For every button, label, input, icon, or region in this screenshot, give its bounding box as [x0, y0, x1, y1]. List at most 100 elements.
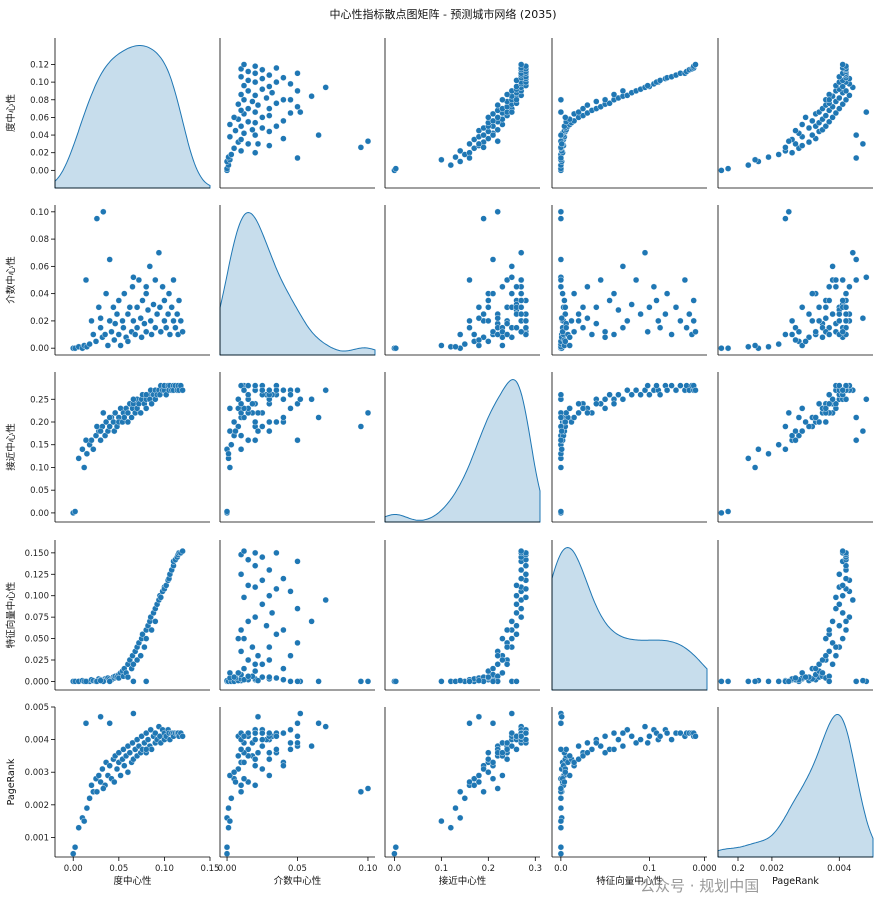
scatter-point: [137, 315, 144, 322]
scatter-point: [244, 656, 252, 664]
y-tick-label: 0.06: [30, 262, 49, 272]
scatter-point: [566, 405, 573, 412]
scatter-point: [494, 137, 501, 145]
scatter-point: [802, 114, 809, 121]
scatter-point: [251, 108, 259, 116]
scatter-point: [268, 609, 276, 617]
scatter-point: [663, 290, 671, 297]
scatter-point: [558, 427, 565, 435]
scatter-point: [513, 622, 520, 629]
scatter-point: [80, 817, 88, 825]
scatter-point: [563, 324, 570, 331]
scatter-point: [259, 553, 266, 561]
scatter-point: [718, 678, 725, 685]
scatter-point: [251, 131, 259, 139]
scatter-point: [668, 331, 675, 338]
scatter-point: [120, 324, 127, 331]
y-tick-label: 0.001: [25, 833, 49, 843]
scatter-point: [88, 317, 95, 325]
scatter-point: [832, 605, 840, 612]
scatter-point: [485, 297, 492, 304]
scatter-point: [842, 290, 850, 297]
scatter-point: [223, 850, 231, 857]
scatter-point: [315, 678, 322, 685]
scatter-point: [120, 746, 127, 753]
y-tick-label: 0.10: [30, 78, 49, 88]
x-tick-label: 0.00: [64, 864, 83, 874]
scatter-point: [557, 464, 565, 471]
scatter-point: [124, 742, 132, 750]
scatter-point: [513, 631, 520, 638]
scatter-point: [392, 844, 399, 851]
scatter-point: [822, 315, 829, 322]
scatter-point: [280, 117, 287, 125]
scatter-point: [480, 765, 487, 773]
y-tick-label: 0.004: [25, 736, 49, 746]
scatter-point: [802, 673, 809, 681]
scatter-point: [251, 782, 259, 789]
scatter-point: [692, 328, 699, 335]
scatter-point: [294, 558, 301, 565]
scatter-point: [240, 635, 248, 642]
scatter-point: [842, 87, 850, 95]
scatter-point: [853, 131, 860, 139]
scatter-point: [471, 331, 478, 338]
scatter-point: [251, 78, 259, 86]
scatter-point: [718, 167, 725, 174]
scatter-point: [724, 678, 732, 685]
x-tick-label: 0.10: [358, 864, 377, 874]
y-tick-label: 0.00: [30, 509, 49, 519]
scatter-point: [610, 331, 618, 338]
scatter-point: [692, 61, 699, 68]
scatter-point: [232, 427, 239, 435]
scatter-point: [836, 105, 843, 112]
scatter-point: [601, 328, 609, 335]
scatter-point: [294, 678, 301, 685]
scatter-point: [266, 105, 273, 112]
scatter-point: [259, 736, 266, 743]
scatter-point: [494, 315, 501, 322]
scatter-point: [142, 678, 150, 685]
x-tick-label: 0.000: [692, 864, 716, 874]
scatter-point: [287, 109, 294, 117]
scatter-point: [513, 609, 520, 617]
scatter-point: [294, 733, 301, 740]
scatter-point: [557, 108, 565, 116]
panel-3-3: [384, 372, 541, 523]
scatter-point: [263, 622, 270, 629]
scatter-point: [124, 769, 132, 776]
scatter-point: [494, 101, 501, 109]
scatter-point: [826, 297, 833, 304]
scatter-point: [656, 733, 664, 740]
scatter-point: [672, 304, 680, 311]
scatter-point: [656, 324, 664, 331]
y-tick-label: 0.075: [25, 613, 49, 623]
scatter-point: [179, 547, 186, 555]
scatter-point: [254, 677, 262, 684]
panel-4-4: [551, 540, 708, 691]
scatter-point: [226, 772, 234, 779]
scatter-point: [152, 729, 159, 737]
scatter-point: [244, 87, 252, 95]
scatter-point: [287, 678, 294, 685]
scatter-point: [765, 678, 772, 685]
scatter-point: [499, 656, 506, 664]
y-tick-label: 0.05: [30, 486, 49, 496]
scatter-point: [280, 135, 287, 142]
scatter-point: [503, 746, 511, 753]
y-tick-label: 0.002: [25, 801, 49, 811]
scatter-point: [240, 414, 248, 421]
scatter-point: [240, 61, 248, 68]
scatter-point: [628, 733, 635, 740]
scatter-point: [842, 575, 850, 582]
scatter-point: [273, 418, 280, 426]
scatter-point: [259, 577, 266, 584]
scatter-point: [80, 464, 88, 471]
scatter-point: [228, 441, 235, 448]
scatter-point: [522, 736, 530, 743]
scatter-point: [254, 409, 262, 417]
scatter-point: [570, 328, 578, 335]
scatter-point: [97, 778, 104, 786]
scatter-point: [644, 739, 651, 747]
scatter-point: [637, 310, 644, 318]
